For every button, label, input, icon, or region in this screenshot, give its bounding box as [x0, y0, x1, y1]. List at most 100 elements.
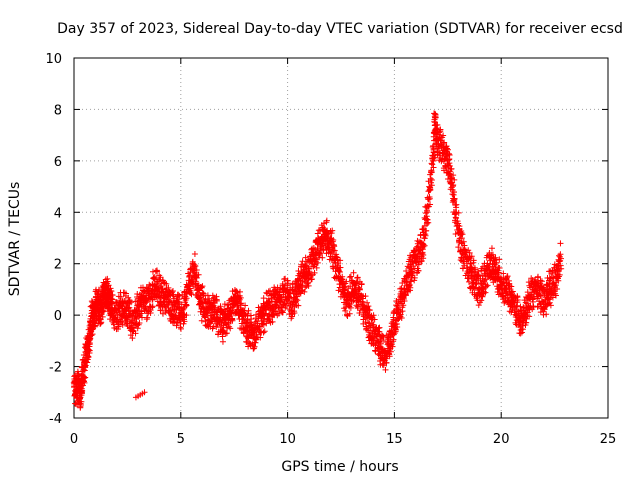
data-point	[505, 277, 512, 284]
data-point	[77, 404, 84, 411]
x-tick-label: 5	[177, 432, 185, 447]
data-point	[329, 227, 336, 234]
data-point	[134, 291, 141, 298]
data-point	[199, 283, 206, 290]
data-point	[370, 312, 377, 319]
data-point	[418, 257, 425, 264]
data-point	[288, 307, 295, 314]
data-point	[229, 317, 236, 324]
data-point	[436, 129, 443, 136]
data-point	[314, 259, 321, 266]
data-point	[411, 277, 418, 284]
data-point	[478, 297, 485, 304]
data-point	[380, 334, 387, 341]
data-point	[431, 152, 438, 159]
data-point	[557, 262, 564, 269]
data-point	[188, 291, 195, 298]
data-point	[183, 302, 190, 309]
data-point	[371, 316, 378, 323]
data-point	[331, 247, 338, 254]
data-point	[390, 309, 397, 316]
data-point	[446, 171, 453, 178]
data-point	[330, 242, 337, 249]
data-point	[227, 325, 234, 332]
data-point	[455, 220, 462, 227]
data-point	[503, 289, 510, 296]
data-point	[425, 219, 432, 226]
data-point	[430, 157, 437, 164]
data-point	[79, 387, 86, 394]
data-point	[452, 231, 459, 238]
data-point	[399, 308, 406, 315]
data-point	[250, 345, 257, 352]
data-point	[209, 303, 216, 310]
data-point	[346, 274, 353, 281]
data-point	[365, 303, 372, 310]
data-point	[444, 146, 451, 153]
data-point	[455, 209, 462, 216]
data-point	[524, 300, 531, 307]
data-point	[431, 154, 438, 161]
data-point	[285, 280, 292, 287]
data-point	[337, 257, 344, 264]
data-point	[432, 114, 439, 121]
data-point	[421, 235, 428, 242]
data-point	[451, 176, 458, 183]
data-point	[125, 305, 132, 312]
data-point	[526, 306, 533, 313]
data-point	[129, 335, 136, 342]
data-point	[339, 276, 346, 283]
data-point	[314, 230, 321, 237]
data-point	[522, 321, 529, 328]
data-point	[329, 238, 336, 245]
data-point	[213, 297, 220, 304]
data-point	[431, 118, 438, 125]
data-point	[415, 267, 422, 274]
data-point	[526, 313, 533, 320]
data-point	[198, 317, 205, 324]
data-point	[82, 374, 89, 381]
data-point	[99, 313, 106, 320]
data-point	[430, 164, 437, 171]
data-point	[428, 176, 435, 183]
data-point	[557, 240, 564, 247]
data-point	[116, 308, 123, 315]
data-point	[237, 294, 244, 301]
data-point	[128, 299, 135, 306]
data-point	[293, 296, 300, 303]
data-point	[441, 139, 448, 146]
data-point	[552, 292, 559, 299]
data-point	[402, 292, 409, 299]
data-point	[541, 306, 548, 313]
x-tick-label: 25	[600, 432, 617, 447]
data-point	[424, 216, 431, 223]
data-point	[428, 179, 435, 186]
data-point	[362, 293, 369, 300]
data-point	[235, 306, 242, 313]
data-point	[356, 286, 363, 293]
data-point	[358, 281, 365, 288]
data-point	[324, 233, 331, 240]
data-point	[484, 282, 491, 289]
data-point	[193, 274, 200, 281]
data-point	[261, 328, 268, 335]
data-point	[459, 231, 466, 238]
data-point	[443, 145, 450, 152]
data-point	[305, 282, 312, 289]
data-point	[538, 292, 545, 299]
data-point	[98, 319, 105, 326]
data-point	[199, 289, 206, 296]
data-point	[324, 227, 331, 234]
data-point	[192, 263, 199, 270]
data-point	[479, 293, 486, 300]
data-point	[305, 279, 312, 286]
data-point	[107, 287, 114, 294]
data-point	[383, 359, 390, 366]
data-point	[210, 302, 217, 309]
data-point	[420, 243, 427, 250]
data-point	[419, 226, 426, 233]
x-tick-label: 15	[386, 432, 403, 447]
data-point	[191, 250, 198, 257]
data-point	[135, 313, 142, 320]
data-point	[127, 332, 134, 339]
